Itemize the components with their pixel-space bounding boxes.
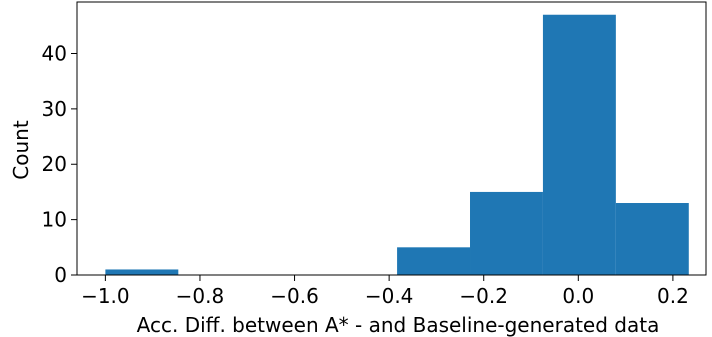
y-tick-label: 10 [42,208,67,232]
y-tick-label: 40 [42,41,67,65]
x-axis-label: Acc. Diff. between A* - and Baseline-gen… [137,313,660,337]
plot-frame [76,1,707,276]
histogram-bar [397,247,471,275]
x-tick-label: 0.2 [657,284,689,308]
x-ticks-group: −1.0 −0.8 −0.6 −0.4 −0.2 0.0 0.2 [81,275,689,308]
y-ticks-group: 0 10 20 30 40 [42,41,77,287]
histogram-bar [105,269,179,275]
y-tick-label: 30 [42,97,67,121]
y-tick-label: 20 [42,152,67,176]
histogram-bar [470,191,543,275]
y-axis-label: Count [9,120,33,180]
x-tick-label: −1.0 [81,284,130,308]
y-tick-label: 0 [54,263,67,287]
x-tick-label: 0.0 [562,284,594,308]
x-tick-label: −0.2 [459,284,508,308]
bars-group [105,14,689,276]
histogram-bar [615,203,689,275]
x-tick-label: −0.4 [365,284,414,308]
histogram-bar [542,14,616,276]
x-tick-label: −0.8 [176,284,225,308]
x-tick-label: −0.6 [270,284,319,308]
